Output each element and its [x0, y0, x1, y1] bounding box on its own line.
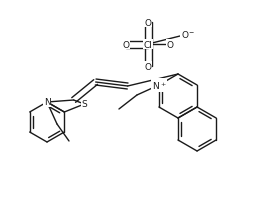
Text: O$^{-}$: O$^{-}$ [181, 29, 195, 40]
Text: S: S [81, 100, 87, 109]
Text: O: O [166, 40, 174, 49]
Text: N: N [44, 98, 50, 107]
Text: O: O [144, 62, 152, 71]
Text: O: O [122, 40, 129, 49]
Text: N$^+$: N$^+$ [152, 80, 166, 91]
Text: O: O [144, 18, 152, 27]
Text: Cl: Cl [144, 40, 152, 49]
